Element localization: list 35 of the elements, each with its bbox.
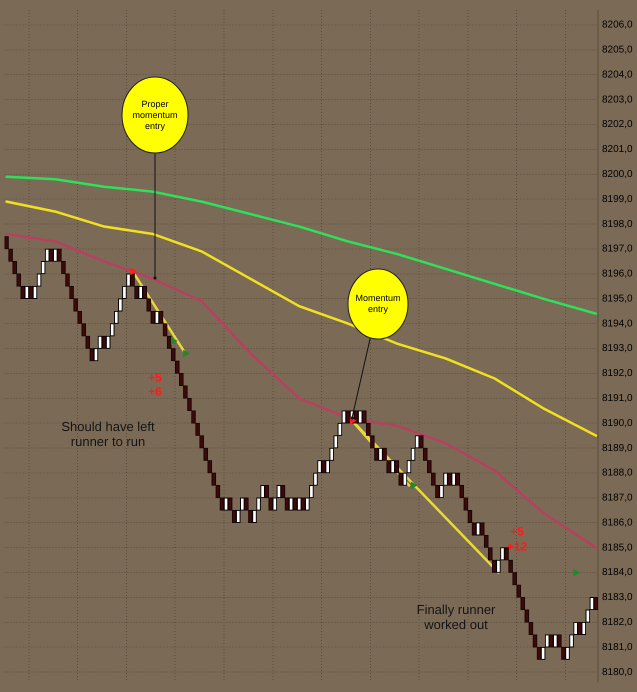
- y-tick-label: 8190,0: [602, 418, 634, 429]
- y-tick-label: 8205,0: [602, 44, 634, 56]
- y-tick-label: 8187,0: [602, 492, 634, 504]
- y-tick-label: 8186,0: [602, 517, 634, 528]
- y-tick-label: 8206,0: [602, 20, 634, 31]
- annotation: Proper momentum entry: [131, 98, 178, 132]
- y-tick-label: 8180,0: [602, 666, 634, 678]
- y-tick-label: 8197,0: [602, 244, 634, 255]
- y-tick-label: 8182,0: [602, 617, 634, 628]
- annotation: +5: [148, 370, 162, 384]
- y-tick-label: 8199,0: [602, 194, 634, 205]
- y-tick-label: 8183,0: [602, 592, 634, 604]
- y-tick-label: 8202,0: [602, 119, 634, 130]
- y-tick-label: 8203,0: [602, 94, 634, 106]
- y-tick-label: 8184,0: [602, 567, 634, 578]
- y-tick-label: 8192,0: [602, 368, 634, 380]
- annotation: +5: [510, 524, 524, 538]
- y-tick-label: 8195,0: [602, 293, 634, 304]
- annotation: Finally runner worked out: [416, 602, 496, 632]
- y-tick-label: 8193,0: [602, 343, 634, 354]
- annotation: +6: [148, 384, 162, 398]
- y-tick-label: 8189,0: [602, 442, 634, 454]
- y-tick-label: 8198,0: [602, 218, 634, 230]
- y-tick-label: 8194,0: [602, 318, 634, 330]
- annotation: Momentum entry: [354, 293, 402, 315]
- annotation: Should have left runner to run: [61, 419, 156, 450]
- y-tick-label: 8201,0: [602, 144, 634, 156]
- y-tick-label: 8200,0: [602, 169, 634, 180]
- y-tick-label: 8181,0: [602, 642, 634, 653]
- y-tick-label: 8204,0: [602, 69, 634, 80]
- y-tick-label: 8196,0: [602, 268, 634, 280]
- y-tick-label: 8188,0: [602, 468, 634, 479]
- y-tick-label: 8185,0: [602, 542, 634, 554]
- y-tick-label: 8191,0: [602, 393, 634, 404]
- annotation: +12: [506, 539, 528, 554]
